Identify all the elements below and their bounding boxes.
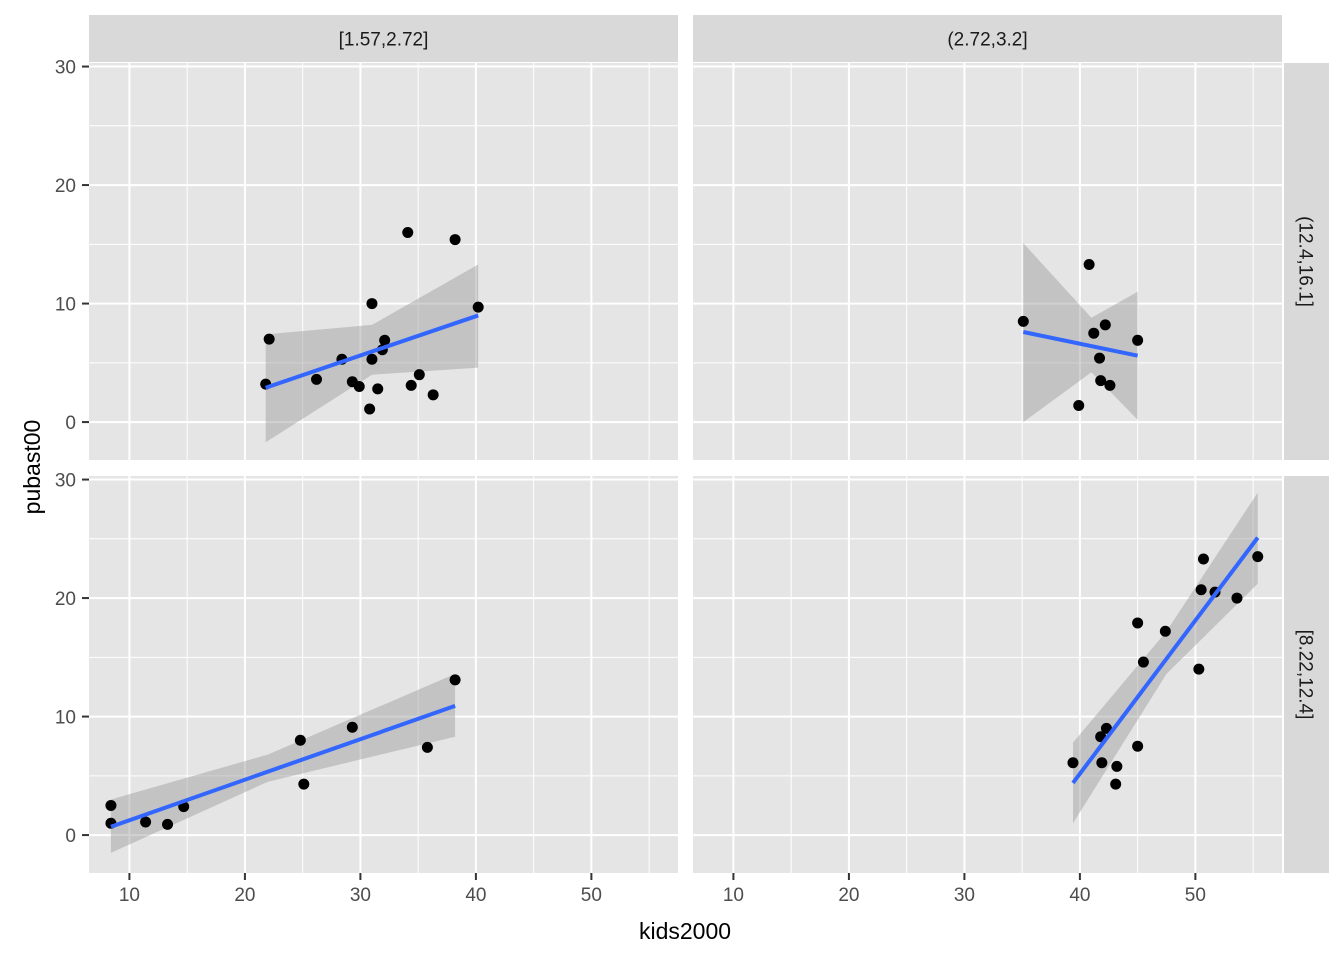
axes-layer: 0 10 20 30 0 10 20 30 10 20 30 40 50 10 20 30 40 50 — [55, 58, 1206, 906]
data-point — [413, 369, 425, 381]
data-point — [1094, 352, 1106, 364]
panel-r2-c1 — [89, 476, 678, 873]
data-point — [1088, 327, 1100, 339]
y-tick-label: 0 — [65, 826, 76, 847]
x-tick-label: 10 — [723, 885, 744, 906]
column-strip-label: (2.72,3.2] — [947, 30, 1027, 51]
data-point — [1095, 375, 1107, 387]
data-point — [263, 333, 275, 345]
data-point — [1111, 760, 1123, 772]
data-point — [346, 721, 358, 733]
confidence-band — [1023, 243, 1138, 423]
data-point — [364, 403, 376, 415]
data-point — [1132, 617, 1144, 629]
data-point — [298, 778, 310, 790]
y-tick-label: 20 — [55, 176, 76, 197]
data-point — [140, 816, 152, 828]
x-tick-label: 10 — [119, 885, 140, 906]
data-point — [366, 298, 378, 310]
row-strip — [1284, 476, 1329, 873]
x-tick-label: 20 — [838, 885, 859, 906]
y-tick-label: 10 — [55, 708, 76, 729]
data-point — [1096, 757, 1108, 769]
confidence-band — [110, 673, 456, 853]
x-axis-title: kids2000 — [639, 918, 731, 944]
data-point — [1132, 334, 1144, 346]
panel-r1-c1 — [89, 63, 678, 460]
data-point — [449, 234, 461, 246]
y-axis-title: pubast00 — [19, 420, 45, 515]
data-point — [1110, 778, 1122, 790]
panel-background — [693, 476, 1282, 873]
x-tick-label: 50 — [581, 885, 602, 906]
data-point — [1252, 551, 1264, 563]
data-point — [1197, 553, 1209, 565]
data-point — [1100, 722, 1112, 734]
data-point — [402, 226, 414, 238]
data-point — [294, 734, 306, 746]
data-point — [311, 373, 323, 385]
y-tick-label: 30 — [55, 471, 76, 492]
data-point — [1137, 656, 1149, 668]
y-tick-label: 10 — [55, 295, 76, 316]
x-tick-label: 30 — [954, 885, 975, 906]
panel-background — [693, 63, 1282, 460]
panel-r1-c2 — [693, 63, 1282, 460]
x-tick-label: 20 — [234, 885, 255, 906]
regression-line — [1022, 330, 1139, 358]
data-point — [1099, 319, 1111, 331]
row-strip — [1284, 63, 1329, 460]
data-point — [405, 379, 417, 391]
panels-layer — [89, 63, 1282, 873]
y-tick-label: 20 — [55, 589, 76, 610]
data-point — [1193, 663, 1205, 675]
data-point — [1104, 379, 1116, 391]
data-point — [1073, 399, 1085, 411]
x-tick-label: 40 — [465, 885, 486, 906]
y-tick-label: 0 — [65, 413, 76, 434]
data-point — [472, 301, 484, 313]
data-point — [1083, 258, 1095, 270]
data-point — [1017, 315, 1029, 327]
x-tick-label: 30 — [350, 885, 371, 906]
regression-line — [265, 313, 479, 390]
data-point — [1159, 625, 1171, 637]
panel-background — [89, 63, 678, 460]
data-point — [105, 799, 117, 811]
data-point — [372, 383, 384, 395]
regression-line — [1071, 536, 1260, 785]
data-point — [449, 674, 461, 686]
data-point — [353, 381, 365, 393]
panel-r2-c2 — [693, 476, 1282, 873]
column-strip — [89, 15, 678, 62]
data-point — [1132, 740, 1144, 752]
data-point — [427, 389, 439, 401]
regression-line — [110, 704, 456, 829]
column-strip-label: [1.57,2.72] — [339, 30, 429, 51]
data-point — [1067, 757, 1079, 769]
y-tick-label: 30 — [55, 58, 76, 79]
data-point — [1195, 584, 1207, 596]
data-point — [379, 334, 391, 346]
x-tick-label: 50 — [1185, 885, 1206, 906]
row-strip-label: [8.22,12.4] — [1295, 630, 1316, 720]
x-tick-label: 40 — [1069, 885, 1090, 906]
data-point — [1231, 592, 1243, 604]
strips-layer: [1.57,2.72] (2.72,3.2] (12.4,16.1] [8.22,12… — [89, 15, 1329, 873]
data-point — [421, 741, 433, 753]
row-strip-label: (12.4,16.1] — [1295, 216, 1316, 307]
data-point — [366, 353, 378, 365]
column-strip — [693, 15, 1282, 62]
data-point — [162, 818, 174, 830]
